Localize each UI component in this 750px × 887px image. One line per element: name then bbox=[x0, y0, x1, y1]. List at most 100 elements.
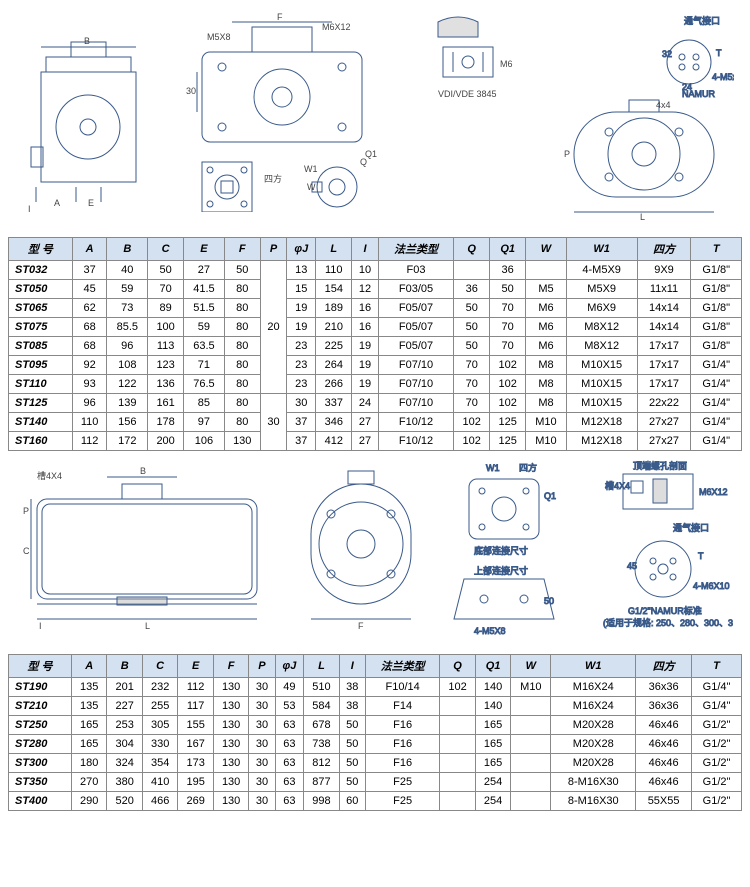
model-cell: ST280 bbox=[9, 735, 72, 754]
cell: G1/4" bbox=[691, 375, 742, 394]
cell: M10 bbox=[511, 678, 551, 697]
table-row: ST1109312213676.5802326619F07/1070102M8M… bbox=[9, 375, 742, 394]
drawing-top-mounts: M6 VDI/VDE 3845 bbox=[408, 12, 538, 112]
dim-4M5x8: 4-M5x8 bbox=[712, 72, 734, 82]
cell: 45 bbox=[72, 280, 107, 299]
cell: G1/2" bbox=[692, 773, 742, 792]
cell: 225 bbox=[316, 337, 352, 356]
cell: 63.5 bbox=[184, 337, 225, 356]
cell: 380 bbox=[107, 773, 142, 792]
cell: 738 bbox=[304, 735, 339, 754]
dim-E: E bbox=[88, 198, 94, 208]
cell: 50 bbox=[454, 337, 490, 356]
cell: 106 bbox=[184, 432, 225, 451]
cell: 102 bbox=[454, 432, 490, 451]
cell: M20X28 bbox=[551, 754, 636, 773]
dim-Tb: T bbox=[698, 551, 704, 561]
cell: F03/05 bbox=[378, 280, 453, 299]
dim-B: B bbox=[84, 36, 90, 46]
dim-Q1: Q1 bbox=[365, 149, 377, 159]
cell: 50 bbox=[339, 754, 365, 773]
dim-B2: B bbox=[140, 466, 146, 476]
cell: 130 bbox=[213, 697, 248, 716]
cell: 50 bbox=[339, 735, 365, 754]
cell: M8X12 bbox=[566, 318, 637, 337]
cell: 37 bbox=[72, 261, 107, 280]
cell: 15 bbox=[287, 280, 316, 299]
cell: 53 bbox=[275, 697, 304, 716]
cell: 70 bbox=[148, 280, 184, 299]
model-cell: ST210 bbox=[9, 697, 72, 716]
cell: 130 bbox=[213, 754, 248, 773]
cell: 50 bbox=[224, 261, 260, 280]
cell: 412 bbox=[316, 432, 352, 451]
model-cell: ST085 bbox=[9, 337, 73, 356]
cell: 60 bbox=[339, 792, 365, 811]
model-cell: ST075 bbox=[9, 318, 73, 337]
dim-L2: L bbox=[145, 621, 150, 631]
cell: 135 bbox=[71, 697, 106, 716]
dim-50: 50 bbox=[544, 596, 554, 606]
label-cao4x4: 槽4X4 bbox=[37, 470, 62, 481]
cell: 38 bbox=[339, 678, 365, 697]
cell: M20X28 bbox=[551, 735, 636, 754]
dim-L: L bbox=[640, 212, 645, 222]
dim-Q1b: Q1 bbox=[544, 491, 556, 501]
dim-M6-2: M6 bbox=[500, 59, 513, 69]
cell: 270 bbox=[71, 773, 106, 792]
cell bbox=[511, 697, 551, 716]
cell: 180 bbox=[71, 754, 106, 773]
cell: 30 bbox=[249, 735, 275, 754]
cell: G1/4" bbox=[691, 356, 742, 375]
cell: 125 bbox=[490, 432, 526, 451]
col-header: P bbox=[260, 238, 287, 261]
drawing-front-view: M5X8 F M6X12 30 四方 W1 W Q Q1 bbox=[172, 12, 392, 212]
cell: 80 bbox=[224, 280, 260, 299]
cell: F25 bbox=[365, 792, 439, 811]
cell: M8 bbox=[526, 394, 567, 413]
cell: M10 bbox=[526, 413, 567, 432]
cell: 102 bbox=[490, 375, 526, 394]
cell: M10X15 bbox=[566, 394, 637, 413]
cell: M8 bbox=[526, 356, 567, 375]
cell: 30 bbox=[249, 697, 275, 716]
col-header: W1 bbox=[551, 655, 636, 678]
table-row: ST125961391618580303033724F07/1070102M8M… bbox=[9, 394, 742, 413]
cell: 70 bbox=[490, 318, 526, 337]
col-header: Q1 bbox=[490, 238, 526, 261]
dim-P2: P bbox=[23, 506, 29, 516]
cell: 63 bbox=[275, 792, 304, 811]
col-header: 四方 bbox=[636, 655, 692, 678]
label-g12namur: G1/2"NAMUR标准 bbox=[628, 605, 702, 616]
table-row: ST300180324354173130306381250F16165M20X2… bbox=[9, 754, 742, 773]
cell: 50 bbox=[490, 280, 526, 299]
col-header: T bbox=[692, 655, 742, 678]
dim-T: T bbox=[716, 48, 722, 58]
cell: 410 bbox=[142, 773, 177, 792]
col-header: T bbox=[691, 238, 742, 261]
model-cell: ST032 bbox=[9, 261, 73, 280]
col-header: W bbox=[526, 238, 567, 261]
cell: 93 bbox=[72, 375, 107, 394]
cell: 812 bbox=[304, 754, 339, 773]
cell: M16X24 bbox=[551, 678, 636, 697]
cell: 50 bbox=[339, 773, 365, 792]
cell: 70 bbox=[454, 356, 490, 375]
col-header: A bbox=[71, 655, 106, 678]
cell bbox=[440, 754, 475, 773]
cell: 41.5 bbox=[184, 280, 225, 299]
cell: F07/10 bbox=[378, 375, 453, 394]
dim-I: I bbox=[28, 204, 31, 212]
cell: 290 bbox=[71, 792, 106, 811]
label-tongqi2: 通气接口 bbox=[673, 522, 709, 533]
cell: F16 bbox=[365, 754, 439, 773]
cell: 50 bbox=[339, 716, 365, 735]
cell: F16 bbox=[365, 735, 439, 754]
cell: G1/4" bbox=[691, 394, 742, 413]
cell: 269 bbox=[178, 792, 213, 811]
model-cell: ST190 bbox=[9, 678, 72, 697]
cell: 30 bbox=[249, 716, 275, 735]
cell bbox=[526, 261, 567, 280]
cell: 201 bbox=[107, 678, 142, 697]
cell: F05/07 bbox=[378, 318, 453, 337]
